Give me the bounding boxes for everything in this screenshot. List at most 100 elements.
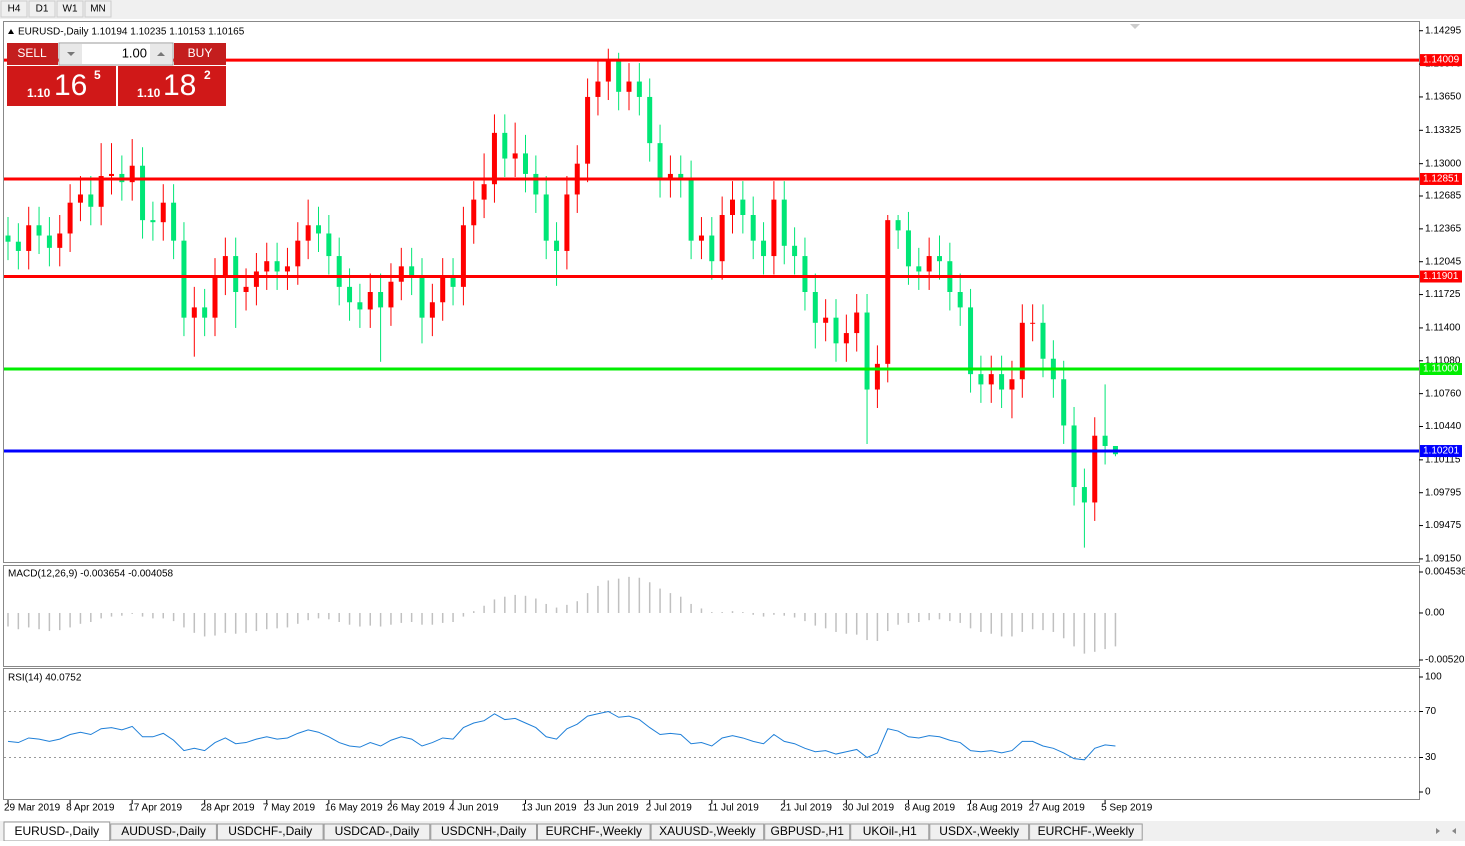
- y-tick-label: 1.09150: [1425, 554, 1462, 565]
- y-tick-label: 1.13325: [1425, 125, 1462, 136]
- candle-body: [77, 194, 83, 203]
- candle-body: [284, 266, 290, 272]
- ask-big-figure: 1.10: [137, 86, 161, 100]
- candle-body: [636, 81, 642, 97]
- y-tick-label: 0.004536: [1425, 567, 1465, 578]
- tab-label: EURUSD-,Daily: [15, 824, 100, 838]
- tab[interactable]: [650, 823, 765, 841]
- tab[interactable]: [929, 823, 1030, 841]
- candle-body: [367, 292, 373, 310]
- bid-big-figure: 1.10: [27, 86, 51, 100]
- candle-body: [833, 317, 839, 344]
- candle-body: [843, 333, 849, 344]
- level-label: 1.14009: [1423, 55, 1460, 66]
- y-tick-label: 1.13650: [1425, 92, 1462, 103]
- candle-body: [502, 132, 508, 159]
- candle-body: [1009, 379, 1015, 390]
- level-label: 1.12851: [1423, 174, 1460, 185]
- tab[interactable]: [1029, 823, 1143, 841]
- x-tick-label: 4 Jun 2019: [449, 803, 499, 814]
- candle-body: [450, 276, 456, 287]
- x-tick-label: 11 Jul 2019: [708, 803, 759, 814]
- candle-body: [233, 256, 239, 292]
- candle-body: [46, 235, 52, 248]
- candle-body: [968, 307, 974, 375]
- bid-pips: 16: [54, 69, 87, 102]
- rsi-line: [7, 710, 1116, 761]
- candle-body: [1102, 435, 1108, 446]
- candle-body: [15, 241, 21, 251]
- tab[interactable]: [764, 823, 851, 841]
- ask-box[interactable]: [118, 66, 226, 106]
- candle-body: [771, 199, 777, 257]
- tab[interactable]: [323, 823, 431, 841]
- lot-box[interactable]: [58, 42, 174, 66]
- candle-body: [326, 233, 332, 257]
- candle-body: [802, 256, 808, 292]
- y-tick-label: 1.14295: [1425, 25, 1462, 36]
- candle-body: [533, 173, 539, 195]
- candle-body: [150, 220, 156, 223]
- x-tick-label: 13 Jun 2019: [522, 803, 577, 814]
- candle-body: [347, 286, 353, 303]
- candle-body: [905, 230, 911, 267]
- candle-body: [761, 240, 767, 257]
- tab-label: GBPUSD-,H1: [771, 824, 845, 838]
- candle-body: [419, 276, 425, 318]
- candle-body: [895, 220, 901, 231]
- tab[interactable]: [216, 823, 324, 841]
- candle-body: [616, 61, 622, 92]
- candle-body: [698, 235, 704, 241]
- level-tag: [1420, 445, 1462, 458]
- y-tick-label: 1.09795: [1425, 487, 1462, 498]
- rsi-panel: [3, 668, 1420, 800]
- sell-button[interactable]: [7, 43, 58, 65]
- candle-body: [160, 202, 166, 223]
- period-button[interactable]: [0, 0, 28, 18]
- period-label: D1: [36, 4, 49, 15]
- candle-body: [543, 194, 549, 241]
- bid-box[interactable]: [7, 66, 116, 106]
- candle-body: [1030, 322, 1036, 324]
- candle-body: [440, 276, 446, 303]
- candle-body: [181, 240, 187, 318]
- x-tick-label: 5 Sep 2019: [1101, 803, 1153, 814]
- candle-body: [253, 271, 259, 287]
- candle-body: [781, 199, 787, 246]
- x-tick-label: 8 Aug 2019: [904, 803, 955, 814]
- candle-body: [429, 302, 435, 318]
- buy-button[interactable]: [174, 43, 226, 65]
- period-button[interactable]: [28, 0, 56, 18]
- period-button[interactable]: [84, 0, 112, 18]
- candle-body: [305, 225, 311, 241]
- candle-body: [667, 173, 673, 180]
- tab-label: USDX-,Weekly: [939, 824, 1019, 838]
- candle-body: [885, 220, 891, 364]
- tab-scroll[interactable]: [1436, 828, 1456, 834]
- tab-label: UKOil-,H1: [863, 824, 917, 838]
- candle-body: [564, 194, 570, 251]
- candle-body: [823, 317, 829, 323]
- candle-body: [243, 286, 249, 292]
- candle-body: [864, 312, 870, 390]
- tab[interactable]: [110, 823, 217, 841]
- candle-body: [357, 302, 363, 310]
- period-bar: H4 D1 W1 MN: [0, 0, 112, 18]
- candle-body: [978, 374, 984, 385]
- ask-pips: 18: [163, 69, 196, 102]
- lot-value: 1.00: [122, 45, 147, 60]
- level-tag: [1420, 54, 1462, 67]
- candle-body: [512, 153, 518, 159]
- tab[interactable]: [850, 823, 930, 841]
- x-tick-label: 8 Apr 2019: [66, 803, 115, 814]
- candle-body: [212, 276, 218, 318]
- x-tick-label: 23 Jun 2019: [584, 803, 639, 814]
- x-tick-label: 16 May 2019: [325, 803, 383, 814]
- candle-body: [647, 96, 653, 144]
- period-button[interactable]: [56, 0, 84, 18]
- buy-label: BUY: [188, 46, 213, 60]
- tab[interactable]: [430, 823, 537, 841]
- tab[interactable]: [537, 823, 651, 841]
